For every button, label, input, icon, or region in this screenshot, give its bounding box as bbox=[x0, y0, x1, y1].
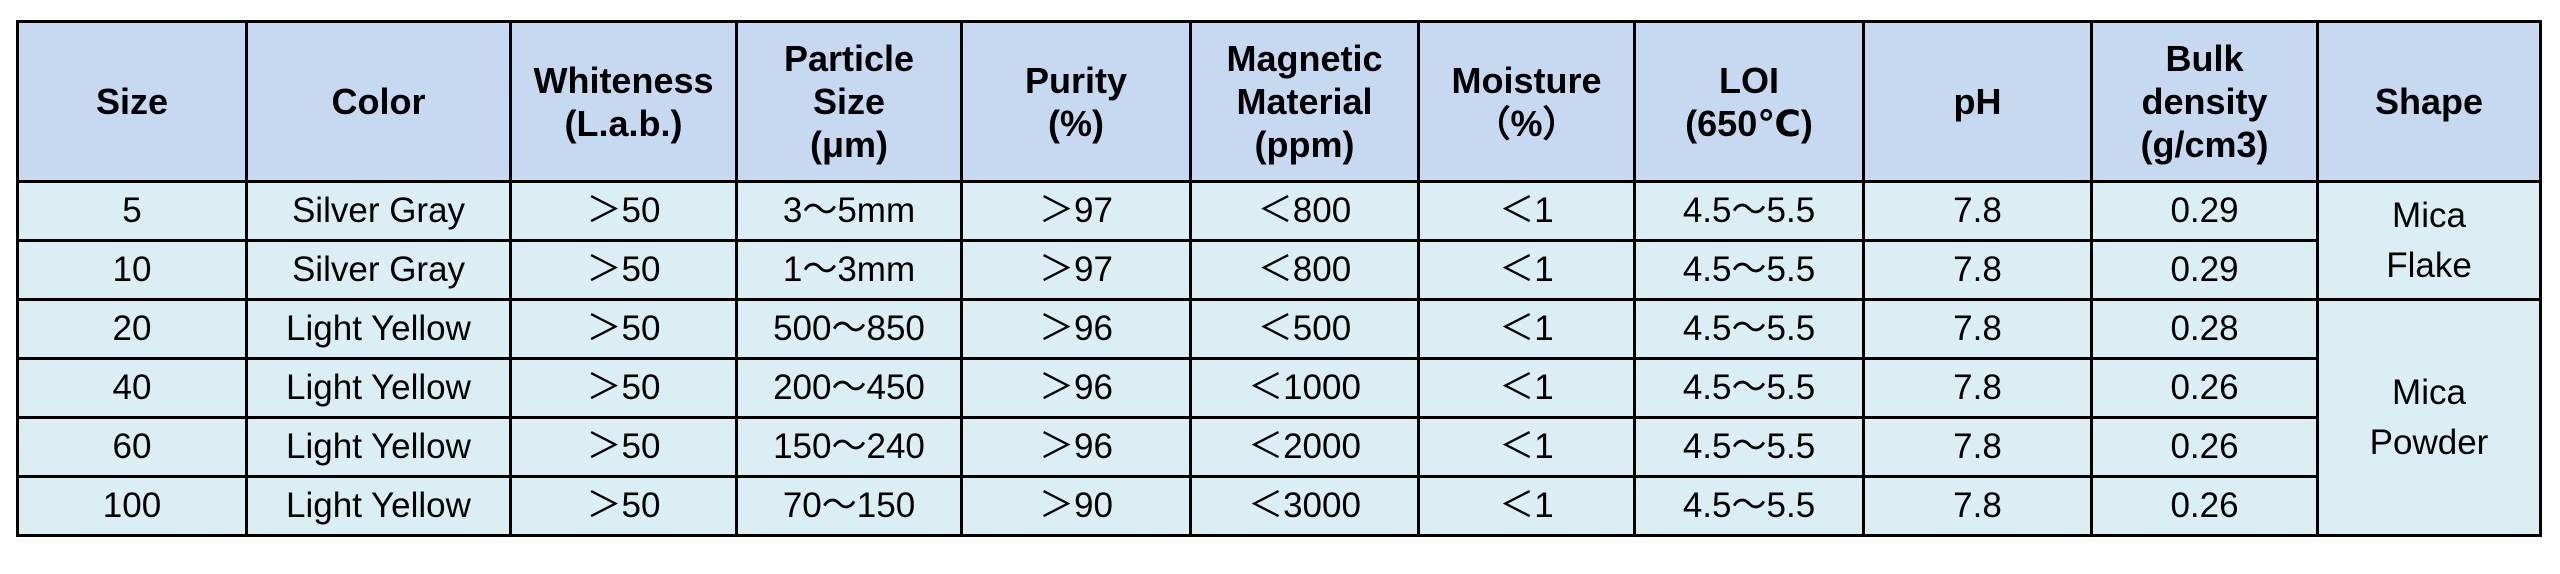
table-cell: 4.5～5.5 bbox=[1633, 239, 1865, 301]
table-cell: ＞50 bbox=[509, 180, 738, 242]
table-row: 40 Light Yellow ＞50 200～450 ＞96 ＜1000 ＜1 4.5～5.… bbox=[16, 357, 2541, 419]
table-cell: Light Yellow bbox=[245, 298, 512, 360]
table-cell: ＜1000 bbox=[1189, 357, 1420, 419]
table-cell: ＜1 bbox=[1417, 239, 1636, 301]
table-cell: 40 bbox=[16, 357, 248, 419]
table-cell: 4.5～5.5 bbox=[1633, 357, 1865, 419]
table-cell: 4.5～5.5 bbox=[1633, 475, 1865, 537]
table-cell: 7.8 bbox=[1862, 180, 2093, 242]
table-cell: ＞50 bbox=[509, 357, 738, 419]
table-cell: 0.26 bbox=[2090, 475, 2319, 537]
table-cell: Silver Gray bbox=[245, 180, 512, 242]
table-cell: ＜1 bbox=[1417, 180, 1636, 242]
table-cell: 7.8 bbox=[1862, 475, 2093, 537]
table-cell: 0.28 bbox=[2090, 298, 2319, 360]
table-cell: 7.8 bbox=[1862, 298, 2093, 360]
header-cell: pH bbox=[1862, 20, 2093, 183]
table-cell: ＞50 bbox=[509, 298, 738, 360]
table-cell: ＜500 bbox=[1189, 298, 1420, 360]
shape-cell: Mica Powder bbox=[2316, 298, 2542, 537]
table-cell: ＞90 bbox=[960, 475, 1192, 537]
table-cell: ＜1 bbox=[1417, 298, 1636, 360]
table-cell: 60 bbox=[16, 416, 248, 478]
table-row: 60 Light Yellow ＞50 150～240 ＞96 ＜2000 ＜1 4.5～5.… bbox=[16, 416, 2541, 478]
table-cell: 0.26 bbox=[2090, 357, 2319, 419]
table-cell: 7.8 bbox=[1862, 416, 2093, 478]
table-cell: 200～450 bbox=[735, 357, 963, 419]
table-cell: 500～850 bbox=[735, 298, 963, 360]
table-cell: 4.5～5.5 bbox=[1633, 180, 1865, 242]
shape-cell: Mica Flake bbox=[2316, 180, 2542, 301]
table-cell: Light Yellow bbox=[245, 357, 512, 419]
table-cell: ＜1 bbox=[1417, 416, 1636, 478]
table-cell: Light Yellow bbox=[245, 475, 512, 537]
header-cell: Bulk density (g/cm3) bbox=[2090, 20, 2319, 183]
header-cell: Moisture （%） bbox=[1417, 20, 1636, 183]
table-row: 5 Silver Gray ＞50 3～5mm ＞97 ＜800 ＜1 4.5～5.5 7.8 0… bbox=[16, 180, 2542, 301]
header-row: Size Color Whiteness (L.a.b.) Particle Size… bbox=[16, 20, 2542, 183]
table-cell: 100 bbox=[16, 475, 248, 537]
table-cell: ＞96 bbox=[960, 357, 1192, 419]
table-body: 5 Silver Gray ＞50 3～5mm ＞97 ＜800 ＜1 4.5～5.5 7.8 0… bbox=[16, 180, 2542, 537]
spec-table: Size Color Whiteness (L.a.b.) Particle Size… bbox=[16, 20, 2542, 537]
table-cell: 4.5～5.5 bbox=[1633, 298, 1865, 360]
header-cell: Color bbox=[245, 20, 512, 183]
table-cell: 0.29 bbox=[2090, 239, 2319, 301]
table-cell: 5 bbox=[16, 180, 248, 242]
table-cell: ＞96 bbox=[960, 416, 1192, 478]
header-cell: Particle Size (μm) bbox=[735, 20, 963, 183]
table-cell: 0.26 bbox=[2090, 416, 2319, 478]
table-cell: 20 bbox=[16, 298, 248, 360]
header-cell: LOI (650℃) bbox=[1633, 20, 1865, 183]
table-cell: 70～150 bbox=[735, 475, 963, 537]
table-cell: 3～5mm bbox=[735, 180, 963, 242]
table-cell: ＜1 bbox=[1417, 475, 1636, 537]
header-cell: Size bbox=[16, 20, 248, 183]
table-row: 20 Light Yellow ＞50 500～850 ＞96 ＜500 ＜1 4.5～5.5… bbox=[16, 298, 2542, 537]
table-cell: ＜800 bbox=[1189, 180, 1420, 242]
table-cell: ＞97 bbox=[960, 239, 1192, 301]
table-cell: 4.5～5.5 bbox=[1633, 416, 1865, 478]
header-cell: Shape bbox=[2316, 20, 2542, 183]
table-cell: ＜800 bbox=[1189, 239, 1420, 301]
table-cell: ＜2000 bbox=[1189, 416, 1420, 478]
table-cell: 10 bbox=[16, 239, 248, 301]
table-cell: ＞96 bbox=[960, 298, 1192, 360]
header-cell: Whiteness (L.a.b.) bbox=[509, 20, 738, 183]
table-cell: ＜3000 bbox=[1189, 475, 1420, 537]
table-cell: 7.8 bbox=[1862, 239, 2093, 301]
header-cell: Purity (%) bbox=[960, 20, 1192, 183]
table-cell: ＞50 bbox=[509, 475, 738, 537]
table-cell: Silver Gray bbox=[245, 239, 512, 301]
table-cell: 7.8 bbox=[1862, 357, 2093, 419]
table-cell: ＜1 bbox=[1417, 357, 1636, 419]
table-cell: ＞50 bbox=[509, 239, 738, 301]
table-cell: 1～3mm bbox=[735, 239, 963, 301]
table-cell: ＞50 bbox=[509, 416, 738, 478]
table-row: 100 Light Yellow ＞50 70～150 ＞90 ＜3000 ＜1 4.5～5.… bbox=[16, 475, 2541, 537]
header-cell: Magnetic Material (ppm) bbox=[1189, 20, 1420, 183]
table-cell: Light Yellow bbox=[245, 416, 512, 478]
table-cell: 150～240 bbox=[735, 416, 963, 478]
table-cell: ＞97 bbox=[960, 180, 1192, 242]
table-row: 10 Silver Gray ＞50 1～3mm ＞97 ＜800 ＜1 4.5～5.5 7.8… bbox=[16, 239, 2541, 301]
table-cell: 0.29 bbox=[2090, 180, 2319, 242]
